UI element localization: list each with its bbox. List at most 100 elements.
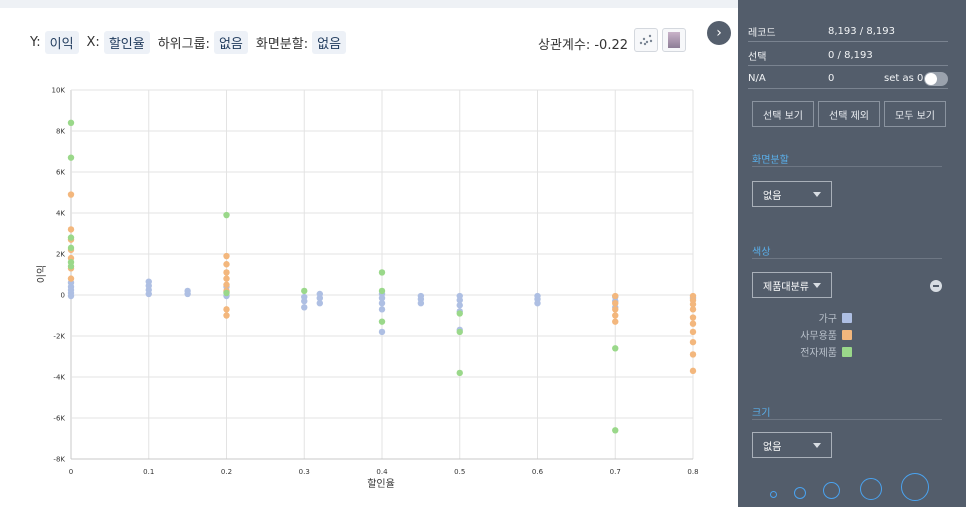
data-point bbox=[67, 275, 75, 282]
data-point bbox=[612, 427, 619, 434]
data-point bbox=[612, 312, 619, 319]
y-tick-label: 4K bbox=[56, 210, 65, 218]
y-tick-label: 0 bbox=[61, 292, 65, 300]
data-point bbox=[417, 292, 425, 300]
data-point bbox=[456, 292, 463, 300]
data-point bbox=[689, 314, 697, 321]
legend-item: 가구 bbox=[752, 310, 852, 325]
x-tick-label: 0.8 bbox=[687, 468, 698, 476]
legend-item: 사무용품 bbox=[752, 327, 852, 342]
data-point bbox=[145, 278, 152, 285]
selected-row: 선택 0 / 8,193 bbox=[748, 46, 948, 66]
y-tick-labels: -8K -6K -4K -2K 0 2K 4K 6K 8K 10K bbox=[52, 87, 66, 464]
y-axis-title: 이익 bbox=[36, 265, 48, 283]
data-point bbox=[456, 328, 463, 336]
chevron-down-icon bbox=[813, 443, 821, 448]
data-point bbox=[301, 293, 308, 301]
data-point bbox=[223, 306, 230, 313]
set-as-zero-label: set as 0 bbox=[884, 73, 924, 84]
chevron-right-icon[interactable]: › bbox=[707, 21, 731, 45]
data-point bbox=[456, 302, 463, 309]
scatter-plot-icon[interactable] bbox=[634, 28, 658, 52]
data-point bbox=[378, 287, 386, 295]
divider bbox=[752, 258, 942, 259]
y-tick-label: 2K bbox=[56, 251, 65, 259]
split-label: 화면분할: bbox=[255, 36, 309, 52]
x-tick-label: 0 bbox=[69, 468, 73, 476]
axis-config-bar: Y: 이익 X: 할인율 하위그룹: 없음 화면분할: 없음 bbox=[30, 30, 354, 54]
gradient-swatch-icon[interactable] bbox=[662, 28, 686, 52]
y-axis-label: Y: bbox=[30, 34, 41, 50]
data-point bbox=[316, 290, 323, 298]
na-row: N/A 0 set as 0 bbox=[748, 69, 948, 89]
data-point bbox=[223, 275, 230, 282]
size-dropdown-value: 없음 bbox=[763, 441, 782, 453]
data-point bbox=[378, 328, 386, 336]
x-tick-labels: 0 0.1 0.2 0.3 0.4 0.5 0.6 0.7 0.8 bbox=[69, 468, 699, 476]
selected-value: 0 / 8,193 bbox=[828, 50, 873, 61]
data-point bbox=[456, 310, 463, 317]
size-scale-circle bbox=[901, 473, 929, 501]
data-point bbox=[689, 306, 697, 313]
records-label: 레코드 bbox=[748, 28, 776, 39]
remove-color-icon[interactable] bbox=[930, 280, 942, 292]
data-point bbox=[223, 211, 230, 219]
legend-label: 사무용품 bbox=[800, 331, 837, 342]
x-tick-label: 0.7 bbox=[610, 468, 621, 476]
data-point bbox=[223, 289, 230, 297]
split-dropdown[interactable]: 없음 bbox=[752, 181, 832, 207]
x-tick-label: 0.1 bbox=[143, 468, 154, 476]
legend-item: 전자제품 bbox=[752, 344, 852, 359]
data-point bbox=[316, 300, 323, 307]
split-select[interactable]: 없음 bbox=[312, 30, 347, 54]
selected-label: 선택 bbox=[748, 52, 767, 63]
na-label: N/A bbox=[748, 73, 766, 84]
data-point bbox=[67, 226, 75, 233]
data-point bbox=[67, 191, 75, 198]
view-all-button[interactable]: 모두 보기 bbox=[884, 101, 946, 127]
data-point bbox=[689, 351, 697, 358]
x-axis-select[interactable]: 할인율 bbox=[103, 30, 150, 54]
na-value: 0 bbox=[828, 73, 835, 84]
data-point bbox=[689, 292, 697, 300]
data-point bbox=[534, 292, 541, 300]
divider bbox=[752, 419, 942, 420]
size-scale-circle bbox=[823, 482, 840, 499]
x-tick-label: 0.6 bbox=[532, 468, 544, 476]
legend-swatch bbox=[842, 346, 852, 357]
x-axis-title: 할인율 bbox=[367, 478, 395, 490]
data-point bbox=[223, 252, 230, 260]
data-point bbox=[378, 300, 386, 307]
chevron-down-icon bbox=[813, 192, 821, 197]
y-tick-label: 10K bbox=[52, 87, 66, 95]
subgroup-select[interactable]: 없음 bbox=[213, 30, 248, 54]
split-dropdown-value: 없음 bbox=[763, 190, 782, 202]
data-point bbox=[67, 234, 75, 241]
data-point bbox=[301, 304, 308, 311]
data-point bbox=[612, 306, 619, 313]
y-tick-label: -2K bbox=[53, 333, 65, 341]
records-row: 레코드 8,193 / 8,193 bbox=[748, 22, 948, 42]
data-point bbox=[223, 281, 230, 288]
data-point bbox=[67, 263, 75, 270]
data-point bbox=[612, 345, 619, 352]
data-point bbox=[378, 318, 386, 325]
legend-swatch bbox=[842, 312, 852, 323]
data-point bbox=[378, 269, 386, 276]
data-point bbox=[378, 306, 386, 313]
view-selected-button[interactable]: 선택 보기 bbox=[752, 101, 814, 127]
y-axis-select[interactable]: 이익 bbox=[44, 30, 79, 54]
exclude-selected-button[interactable]: 선택 제외 bbox=[818, 101, 880, 127]
divider bbox=[752, 166, 942, 167]
legend-label: 전자제품 bbox=[800, 348, 837, 359]
data-point bbox=[67, 119, 75, 127]
size-dropdown[interactable]: 없음 bbox=[752, 432, 832, 458]
records-value: 8,193 / 8,193 bbox=[828, 26, 895, 37]
data-point bbox=[612, 318, 619, 325]
size-scale-circle bbox=[794, 487, 806, 499]
data-points bbox=[67, 119, 697, 434]
color-dropdown[interactable]: 제품대분류 bbox=[752, 272, 832, 298]
size-scale-circle bbox=[860, 478, 882, 500]
size-scale-circle bbox=[770, 491, 777, 498]
set-as-zero-toggle[interactable] bbox=[924, 72, 948, 86]
